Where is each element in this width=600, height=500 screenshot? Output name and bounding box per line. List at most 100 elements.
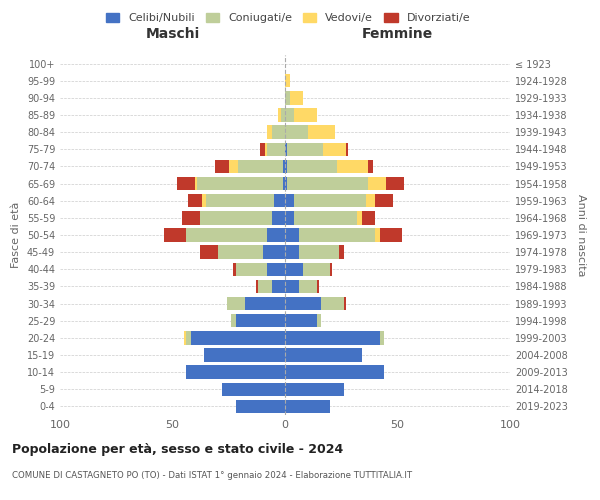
Text: Popolazione per età, sesso e stato civile - 2024: Popolazione per età, sesso e stato civil…	[12, 442, 343, 456]
Bar	[191, 331, 285, 344]
Bar	[267, 142, 285, 156]
Bar	[294, 194, 366, 207]
Bar	[290, 91, 303, 104]
Bar	[337, 160, 368, 173]
Bar	[368, 177, 386, 190]
Bar	[231, 314, 235, 328]
Bar	[299, 246, 339, 259]
Bar	[281, 108, 285, 122]
Bar	[229, 160, 238, 173]
Bar	[177, 177, 195, 190]
Bar	[222, 382, 285, 396]
Bar	[202, 194, 206, 207]
Bar	[285, 314, 317, 328]
Bar	[285, 91, 290, 104]
Bar	[323, 142, 346, 156]
Bar	[321, 297, 343, 310]
Bar	[278, 108, 281, 122]
Bar	[357, 211, 361, 224]
Text: COMUNE DI CASTAGNETO PO (TO) - Dati ISTAT 1° gennaio 2024 - Elaborazione TUTTITA: COMUNE DI CASTAGNETO PO (TO) - Dati ISTA…	[12, 471, 412, 480]
Bar	[299, 280, 317, 293]
Bar	[195, 177, 197, 190]
Bar	[287, 177, 368, 190]
Bar	[285, 400, 330, 413]
Bar	[380, 331, 384, 344]
Bar	[186, 331, 191, 344]
Bar	[375, 228, 380, 241]
Bar	[285, 366, 384, 379]
Bar	[186, 228, 267, 241]
Bar	[380, 228, 402, 241]
Bar	[258, 280, 271, 293]
Bar	[287, 160, 337, 173]
Bar	[339, 246, 343, 259]
Bar	[163, 228, 186, 241]
Bar	[285, 194, 294, 207]
Bar	[197, 177, 283, 190]
Bar	[285, 211, 294, 224]
Legend: Celibi/Nubili, Coniugati/e, Vedovi/e, Divorziati/e: Celibi/Nubili, Coniugati/e, Vedovi/e, Di…	[101, 8, 475, 28]
Bar	[308, 126, 335, 139]
Bar	[285, 160, 287, 173]
Bar	[375, 194, 393, 207]
Bar	[271, 126, 285, 139]
Bar	[245, 297, 285, 310]
Bar	[285, 297, 321, 310]
Bar	[285, 74, 290, 88]
Bar	[233, 262, 235, 276]
Bar	[238, 160, 283, 173]
Bar	[235, 400, 285, 413]
Bar	[267, 228, 285, 241]
Bar	[285, 382, 343, 396]
Bar	[285, 348, 361, 362]
Bar	[265, 142, 267, 156]
Bar	[361, 211, 375, 224]
Bar	[204, 348, 285, 362]
Bar	[299, 228, 375, 241]
Text: Femmine: Femmine	[362, 28, 433, 42]
Bar	[287, 142, 323, 156]
Bar	[285, 108, 294, 122]
Bar	[188, 194, 202, 207]
Bar	[215, 160, 229, 173]
Bar	[317, 314, 321, 328]
Bar	[283, 177, 285, 190]
Bar	[267, 126, 271, 139]
Bar	[285, 177, 287, 190]
Bar	[184, 331, 186, 344]
Bar	[285, 280, 299, 293]
Bar	[263, 246, 285, 259]
Bar	[256, 280, 258, 293]
Bar	[285, 126, 308, 139]
Bar	[206, 194, 274, 207]
Bar	[346, 142, 348, 156]
Bar	[260, 142, 265, 156]
Y-axis label: Fasce di età: Fasce di età	[11, 202, 21, 268]
Bar	[285, 142, 287, 156]
Bar	[271, 211, 285, 224]
Bar	[227, 297, 245, 310]
Bar	[199, 211, 271, 224]
Bar	[368, 160, 373, 173]
Bar	[285, 246, 299, 259]
Bar	[294, 108, 317, 122]
Bar	[285, 228, 299, 241]
Bar	[366, 194, 375, 207]
Bar	[285, 262, 303, 276]
Bar	[294, 211, 357, 224]
Text: Maschi: Maschi	[145, 28, 200, 42]
Bar	[199, 246, 218, 259]
Bar	[285, 331, 380, 344]
Bar	[235, 262, 267, 276]
Bar	[218, 246, 263, 259]
Y-axis label: Anni di nascita: Anni di nascita	[576, 194, 586, 276]
Bar	[386, 177, 404, 190]
Bar	[343, 297, 346, 310]
Bar	[303, 262, 330, 276]
Bar	[182, 211, 199, 224]
Bar	[271, 280, 285, 293]
Bar	[274, 194, 285, 207]
Bar	[317, 280, 319, 293]
Bar	[330, 262, 332, 276]
Bar	[186, 366, 285, 379]
